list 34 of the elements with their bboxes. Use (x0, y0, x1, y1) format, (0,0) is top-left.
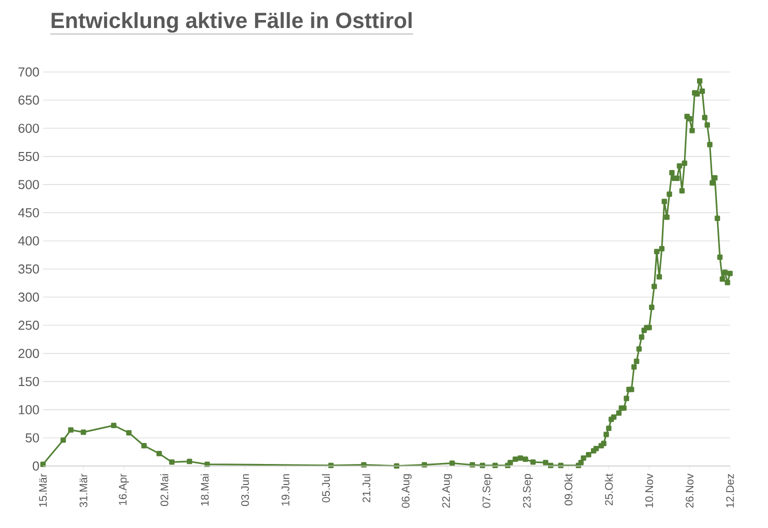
y-tick-label: 400 (18, 236, 39, 246)
y-tick-label: 300 (18, 292, 39, 302)
x-tick-label: 26.Nov (686, 474, 694, 508)
y-tick-label: 500 (18, 180, 39, 190)
x-tick-label: 31.Mär (80, 474, 88, 508)
x-tick-label: 19.Jun (282, 474, 290, 506)
x-tick-label: 25.Okt (604, 474, 613, 506)
x-tick-label: 06.Aug (402, 474, 412, 508)
y-tick-label: 250 (18, 320, 39, 330)
x-tick-label: 22.Aug (442, 474, 452, 508)
x-tick-label: 18.Mai (200, 474, 209, 506)
x-tick-label: 12.Dez (726, 474, 734, 508)
y-tick-label: 100 (18, 405, 39, 414)
y-tick-label: 150 (18, 376, 39, 386)
chart-title: Entwicklung aktive Fälle in Osttirol (52, 12, 412, 33)
y-tick-label: 50 (26, 433, 39, 442)
y-tick-label: 650 (18, 96, 39, 105)
y-tick-label: 600 (18, 124, 39, 133)
y-tick-label: 350 (18, 264, 39, 274)
x-tick-label: 02.Mai (160, 474, 168, 506)
y-tick-label: 200 (18, 348, 39, 358)
x-tick-label: 15.Mär (39, 474, 47, 507)
x-tick-label: 21.Jul (362, 474, 370, 502)
x-tick-label: 10.Nov (645, 474, 654, 508)
y-tick-label: 550 (18, 152, 39, 161)
x-tick-label: 05.Jul (322, 474, 330, 502)
x-tick-label: 23.Sep (523, 474, 533, 508)
y-tick-label: 0 (32, 461, 39, 471)
x-tick-label: 07.Sep (482, 474, 492, 508)
y-tick-label: 450 (18, 208, 39, 218)
x-tick-label: 09.Okt (564, 474, 572, 506)
x-tick-label: 16.Apr (118, 474, 129, 505)
y-tick-label: 700 (18, 67, 39, 77)
x-tick-label: 03.Jun (241, 474, 249, 506)
